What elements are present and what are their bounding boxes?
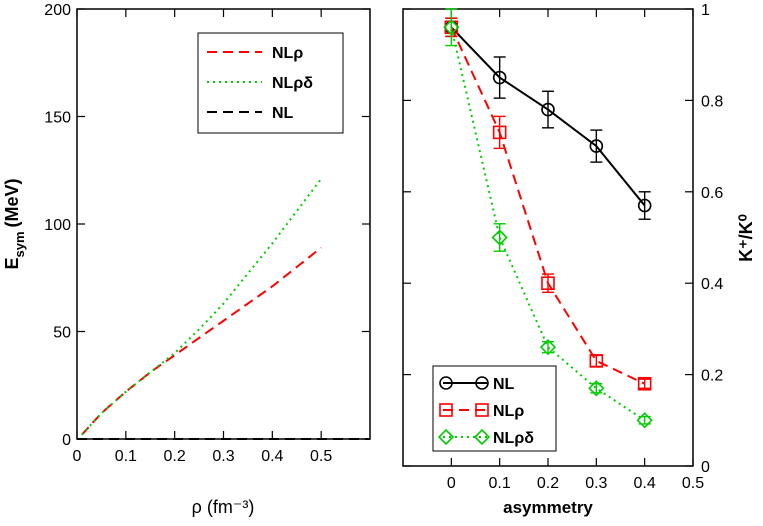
right-legend-label: NLρ [493,403,524,420]
svg-text:Esym(MeV): Esym (MeV) [2,178,27,269]
right-series-line-2 [450,27,646,422]
left-legend: NLρ NLρδ NL [207,45,313,122]
right-x-tick-label: 0.4 [634,475,656,492]
right-y-axis-title: K⁺/K⁰ [736,214,756,262]
right-data-point [492,70,507,85]
left-y-tick-label: 100 [44,217,71,234]
left-x-tick-label: 0.1 [115,448,137,465]
left-legend-label: NL [272,105,294,122]
right-x-tick-label: 0 [447,475,456,492]
right-y-tick-label: 0.8 [701,93,723,110]
right-data-point [541,102,555,117]
right-data-point [443,19,460,36]
left-x-tick-label: 0.2 [164,448,186,465]
left-x-tick-label: 0.3 [212,448,234,465]
left-panel: 0 0.1 0.2 0.3 0.4 0.5 0 50 100 150 200 NLρ NLρδ NL ρ… [2,2,371,517]
right-x-axis-title: asymmetry [503,498,593,517]
right-panel: 0 0.1 0.2 0.3 0.4 0.500.20.40.60.81 NLNLρNLρδ… [402,2,756,517]
right-data-point [492,125,507,140]
left-x-axis-title: ρ (fm⁻³) [192,497,255,517]
left-y-axis-title-unit: (MeV) [2,178,22,227]
right-legend-marker [437,428,455,446]
right-y-tick-label: 0 [701,459,710,476]
left-y-axis-title: Esym (MeV) [2,178,27,269]
right-data-point [491,229,508,246]
right-y-tick-label: 1 [701,2,710,19]
right-legend: NL NLρ NLρδ [437,376,534,447]
right-y-tick-label: 0.6 [701,185,723,202]
right-x-tick-label: 0.3 [585,475,607,492]
right-x-tick-label: 0.5 [682,475,704,492]
right-legend-label: NLρδ [493,430,534,447]
right-legend-marker [475,376,489,390]
right-legend-marker [439,376,453,390]
left-y-axis-title-main: E [2,258,22,270]
left-y-tick-label: 50 [53,325,71,342]
right-ticks: 0 0.1 0.2 0.3 0.4 0.500.20.40.60.81 [403,2,723,492]
left-series-line-0 [81,246,322,436]
left-y-axis-title-sub: sym [12,231,27,257]
right-data-point [589,354,604,368]
left-series [77,178,370,440]
left-x-tick-label: 0.4 [261,448,283,465]
right-series-line-1 [450,26,646,385]
left-y-tick-label: 200 [44,2,71,19]
right-x-tick-label: 0.2 [537,475,559,492]
right-data-point [539,339,557,356]
left-legend-label: NLρδ [272,75,313,92]
right-legend-marker [473,428,491,446]
right-data-point [588,380,605,397]
left-legend-label: NLρ [272,45,303,62]
right-data-point [637,376,652,391]
right-data-point [636,412,653,429]
right-y-tick-label: 0.2 [701,368,723,385]
left-x-tick-label: 0.5 [310,448,332,465]
left-y-tick-label: 0 [62,432,71,449]
left-x-tick-label: 0 [73,448,82,465]
right-legend-marker [439,403,453,417]
left-y-tick-label: 150 [44,110,71,127]
right-legend-label: NL [493,376,515,393]
right-data-point [589,139,604,153]
right-legend-marker [475,403,489,417]
right-data-point [637,198,652,213]
right-series [443,8,653,429]
left-series-line-1 [81,178,322,436]
right-x-tick-label: 0.1 [489,475,511,492]
left-legend-box [197,32,344,134]
right-data-point [541,276,555,291]
right-y-tick-label: 0.4 [701,276,723,293]
